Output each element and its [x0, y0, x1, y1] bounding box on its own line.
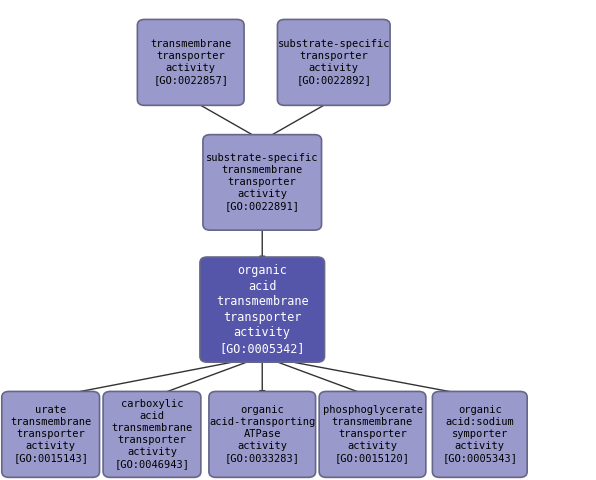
FancyBboxPatch shape	[2, 392, 100, 477]
Text: phosphoglycerate
transmembrane
transporter
activity
[GO:0015120]: phosphoglycerate transmembrane transport…	[322, 406, 423, 463]
FancyBboxPatch shape	[319, 392, 426, 477]
Text: urate
transmembrane
transporter
activity
[GO:0015143]: urate transmembrane transporter activity…	[10, 406, 91, 463]
Text: carboxylic
acid
transmembrane
transporter
activity
[GO:0046943]: carboxylic acid transmembrane transporte…	[111, 399, 193, 469]
FancyBboxPatch shape	[103, 392, 201, 477]
Text: transmembrane
transporter
activity
[GO:0022857]: transmembrane transporter activity [GO:0…	[150, 39, 231, 85]
FancyBboxPatch shape	[137, 19, 244, 106]
Text: organic
acid
transmembrane
transporter
activity
[GO:0005342]: organic acid transmembrane transporter a…	[216, 264, 309, 355]
Text: organic
acid:sodium
symporter
activity
[GO:0005343]: organic acid:sodium symporter activity […	[442, 406, 517, 463]
FancyBboxPatch shape	[433, 392, 527, 477]
FancyBboxPatch shape	[209, 392, 316, 477]
FancyBboxPatch shape	[200, 257, 324, 362]
Text: organic
acid-transporting
ATPase
activity
[GO:0033283]: organic acid-transporting ATPase activit…	[209, 406, 315, 463]
Text: substrate-specific
transporter
activity
[GO:0022892]: substrate-specific transporter activity …	[278, 39, 390, 85]
FancyBboxPatch shape	[203, 135, 322, 230]
Text: substrate-specific
transmembrane
transporter
activity
[GO:0022891]: substrate-specific transmembrane transpo…	[206, 154, 318, 211]
FancyBboxPatch shape	[277, 19, 390, 106]
